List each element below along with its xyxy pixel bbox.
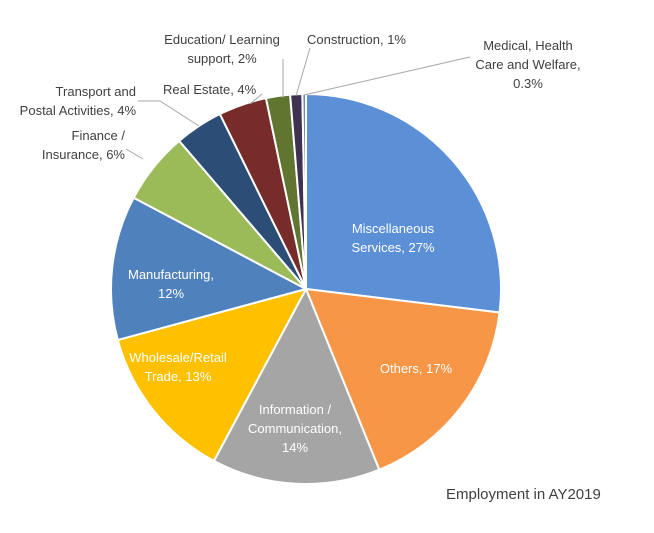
leader-line <box>125 148 144 160</box>
slice-label: Manufacturing, 12% <box>128 267 214 301</box>
slice-label: Medical, Health Care and Welfare, 0.3% <box>475 38 580 91</box>
leader-line <box>303 56 471 96</box>
pie-slice <box>110 196 307 342</box>
slice-label: Construction, 1% <box>307 32 406 47</box>
slice-label: Information / Communication, 14% <box>248 402 342 455</box>
slice-label: Transport and Postal Activities, 4% <box>20 84 137 118</box>
leader-line <box>138 100 200 127</box>
leader-line <box>249 93 263 105</box>
pie-slice <box>212 288 381 485</box>
slice-label: Miscellaneous Services, 27% <box>351 221 435 255</box>
pie-slice <box>301 92 307 290</box>
leader-line <box>295 47 311 97</box>
slice-label: Real Estate, 4% <box>163 82 257 97</box>
pie-slice <box>116 288 307 462</box>
slice-label: Others, 17% <box>380 361 453 376</box>
slice-label: Finance / Insurance, 6% <box>42 128 126 162</box>
pie-slice <box>305 288 501 471</box>
chart-caption: Employment in AY2019 <box>446 486 601 503</box>
slice-label: Wholesale/Retail Trade, 13% <box>129 350 227 384</box>
slice-label: Education/ Learning support, 2% <box>164 32 280 66</box>
pie-slice <box>305 93 502 314</box>
